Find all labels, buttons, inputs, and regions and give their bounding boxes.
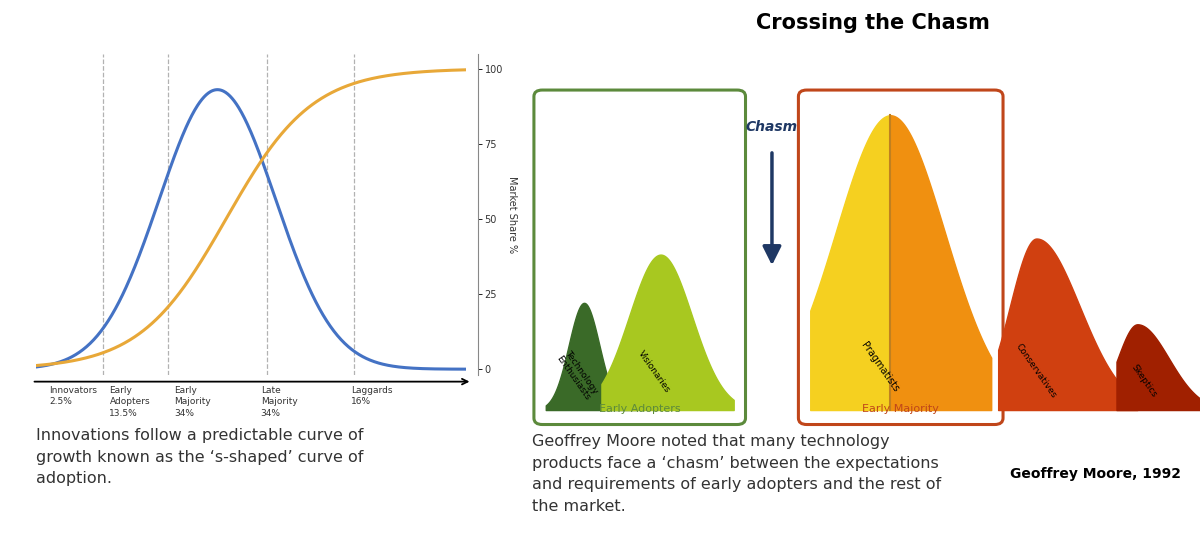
Text: Laggards
16%: Laggards 16% (352, 386, 392, 406)
FancyBboxPatch shape (798, 90, 1003, 425)
Text: Innovations follow a predictable curve of
growth known as the ‘s-shaped’ curve o: Innovations follow a predictable curve o… (36, 428, 364, 486)
Text: Crossing the Chasm: Crossing the Chasm (756, 13, 990, 33)
Text: Geoffrey Moore, 1992: Geoffrey Moore, 1992 (1010, 467, 1181, 481)
Text: Technology
Enthusiasts: Technology Enthusiasts (554, 348, 600, 402)
Text: Early Adopters: Early Adopters (599, 404, 680, 414)
Text: Late
Majority
34%: Late Majority 34% (260, 386, 298, 418)
Text: Innovators
2.5%: Innovators 2.5% (49, 386, 97, 406)
FancyBboxPatch shape (534, 90, 745, 425)
Text: Geoffrey Moore noted that many technology
products face a ‘chasm’ between the ex: Geoffrey Moore noted that many technolog… (532, 434, 941, 514)
Text: Chasm: Chasm (746, 120, 798, 134)
Text: Visionaries: Visionaries (636, 348, 672, 394)
Text: Early Majority: Early Majority (863, 404, 940, 414)
Text: Early
Adopters
13.5%: Early Adopters 13.5% (109, 386, 150, 418)
Text: Early
Majority
34%: Early Majority 34% (174, 386, 211, 418)
Text: Skeptics: Skeptics (1129, 363, 1159, 399)
Text: Pragmatists: Pragmatists (859, 340, 901, 394)
Y-axis label: Market Share %: Market Share % (506, 176, 517, 253)
Text: Conservatives: Conservatives (1014, 341, 1058, 399)
